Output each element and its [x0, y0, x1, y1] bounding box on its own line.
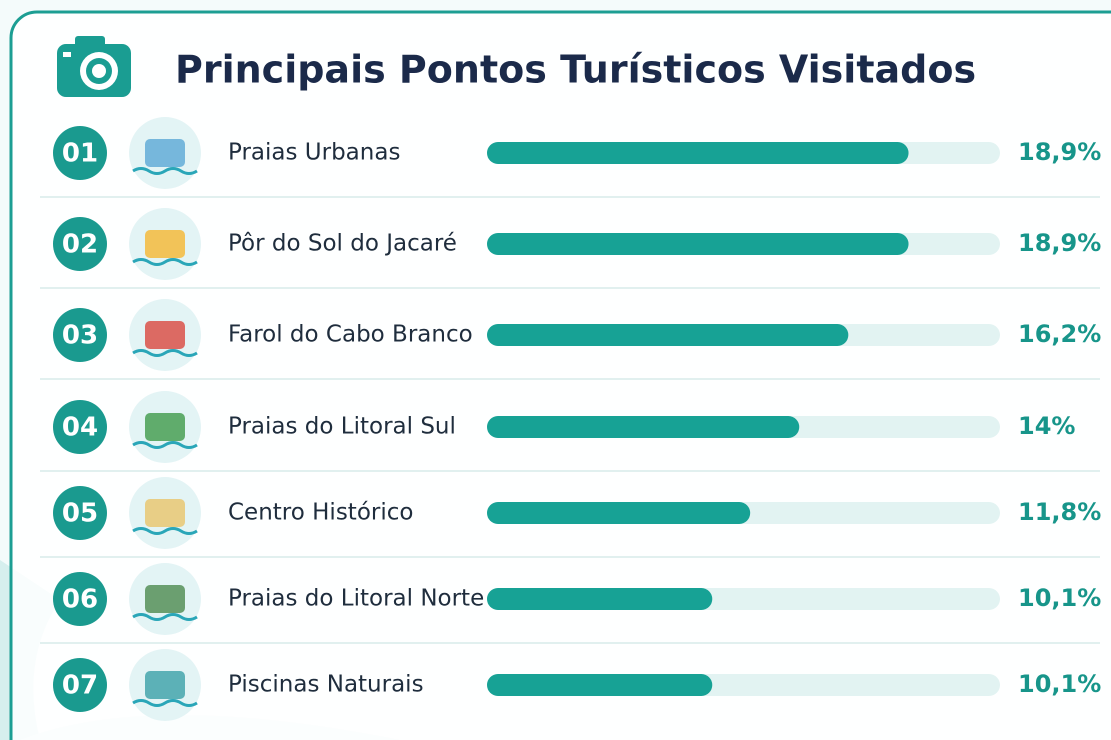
place-icon	[129, 117, 201, 189]
category-label: Praias do Litoral Norte	[228, 586, 484, 612]
category-label: Praias do Litoral Sul	[228, 414, 456, 440]
rank-badge	[53, 658, 107, 712]
icon-shape	[145, 671, 185, 699]
value-label: 11,8%	[1018, 498, 1101, 526]
icon-water	[132, 167, 198, 175]
value-label: 10,1%	[1018, 584, 1101, 612]
category-label: Centro Histórico	[228, 500, 413, 526]
icon-water	[132, 441, 198, 449]
icon-water	[132, 349, 198, 357]
rank-label: 02	[62, 230, 98, 260]
icon-water	[132, 258, 198, 266]
icon-shape	[145, 321, 185, 349]
category-label: Pôr do Sol do Jacaré	[228, 231, 457, 257]
value-label: 14%	[1018, 412, 1075, 440]
value-label: 18,9%	[1018, 138, 1101, 166]
icon-shape	[145, 413, 185, 441]
bar	[487, 502, 751, 524]
bar	[487, 416, 800, 438]
value-label: 18,9%	[1018, 229, 1101, 257]
category-label: Farol do Cabo Branco	[228, 322, 473, 348]
category-label: Praias Urbanas	[228, 140, 400, 166]
icon-water	[132, 613, 198, 621]
rank-badge	[53, 572, 107, 626]
bar	[487, 674, 713, 696]
rank-badge	[53, 217, 107, 271]
bar	[487, 588, 713, 610]
place-icon	[129, 208, 201, 280]
rank-badge	[53, 308, 107, 362]
rank-label: 07	[62, 671, 98, 701]
icon-water	[132, 527, 198, 535]
bar	[487, 142, 909, 164]
card	[9, 10, 1111, 740]
place-icon	[129, 563, 201, 635]
rank-label: 03	[62, 321, 98, 351]
rank-label: 04	[62, 413, 98, 443]
icon-water	[132, 699, 198, 707]
rank-label: 01	[62, 139, 98, 169]
rank-badge	[53, 486, 107, 540]
camera-icon	[57, 36, 131, 97]
rank-badge	[53, 126, 107, 180]
place-icon	[129, 477, 201, 549]
value-label: 10,1%	[1018, 670, 1101, 698]
bar	[487, 233, 909, 255]
place-icon	[129, 391, 201, 463]
category-label: Piscinas Naturais	[228, 672, 424, 698]
icon-shape	[145, 499, 185, 527]
rank-label: 05	[62, 499, 98, 529]
rank-badge	[53, 400, 107, 454]
rank-label: 06	[62, 585, 98, 615]
icon-shape	[145, 585, 185, 613]
place-icon	[129, 649, 201, 721]
icon-shape	[145, 230, 185, 258]
chart-title: Principais Pontos Turísticos Visitados	[175, 48, 976, 92]
value-label: 16,2%	[1018, 320, 1101, 348]
icon-shape	[145, 139, 185, 167]
bar	[487, 324, 849, 346]
place-icon	[129, 299, 201, 371]
